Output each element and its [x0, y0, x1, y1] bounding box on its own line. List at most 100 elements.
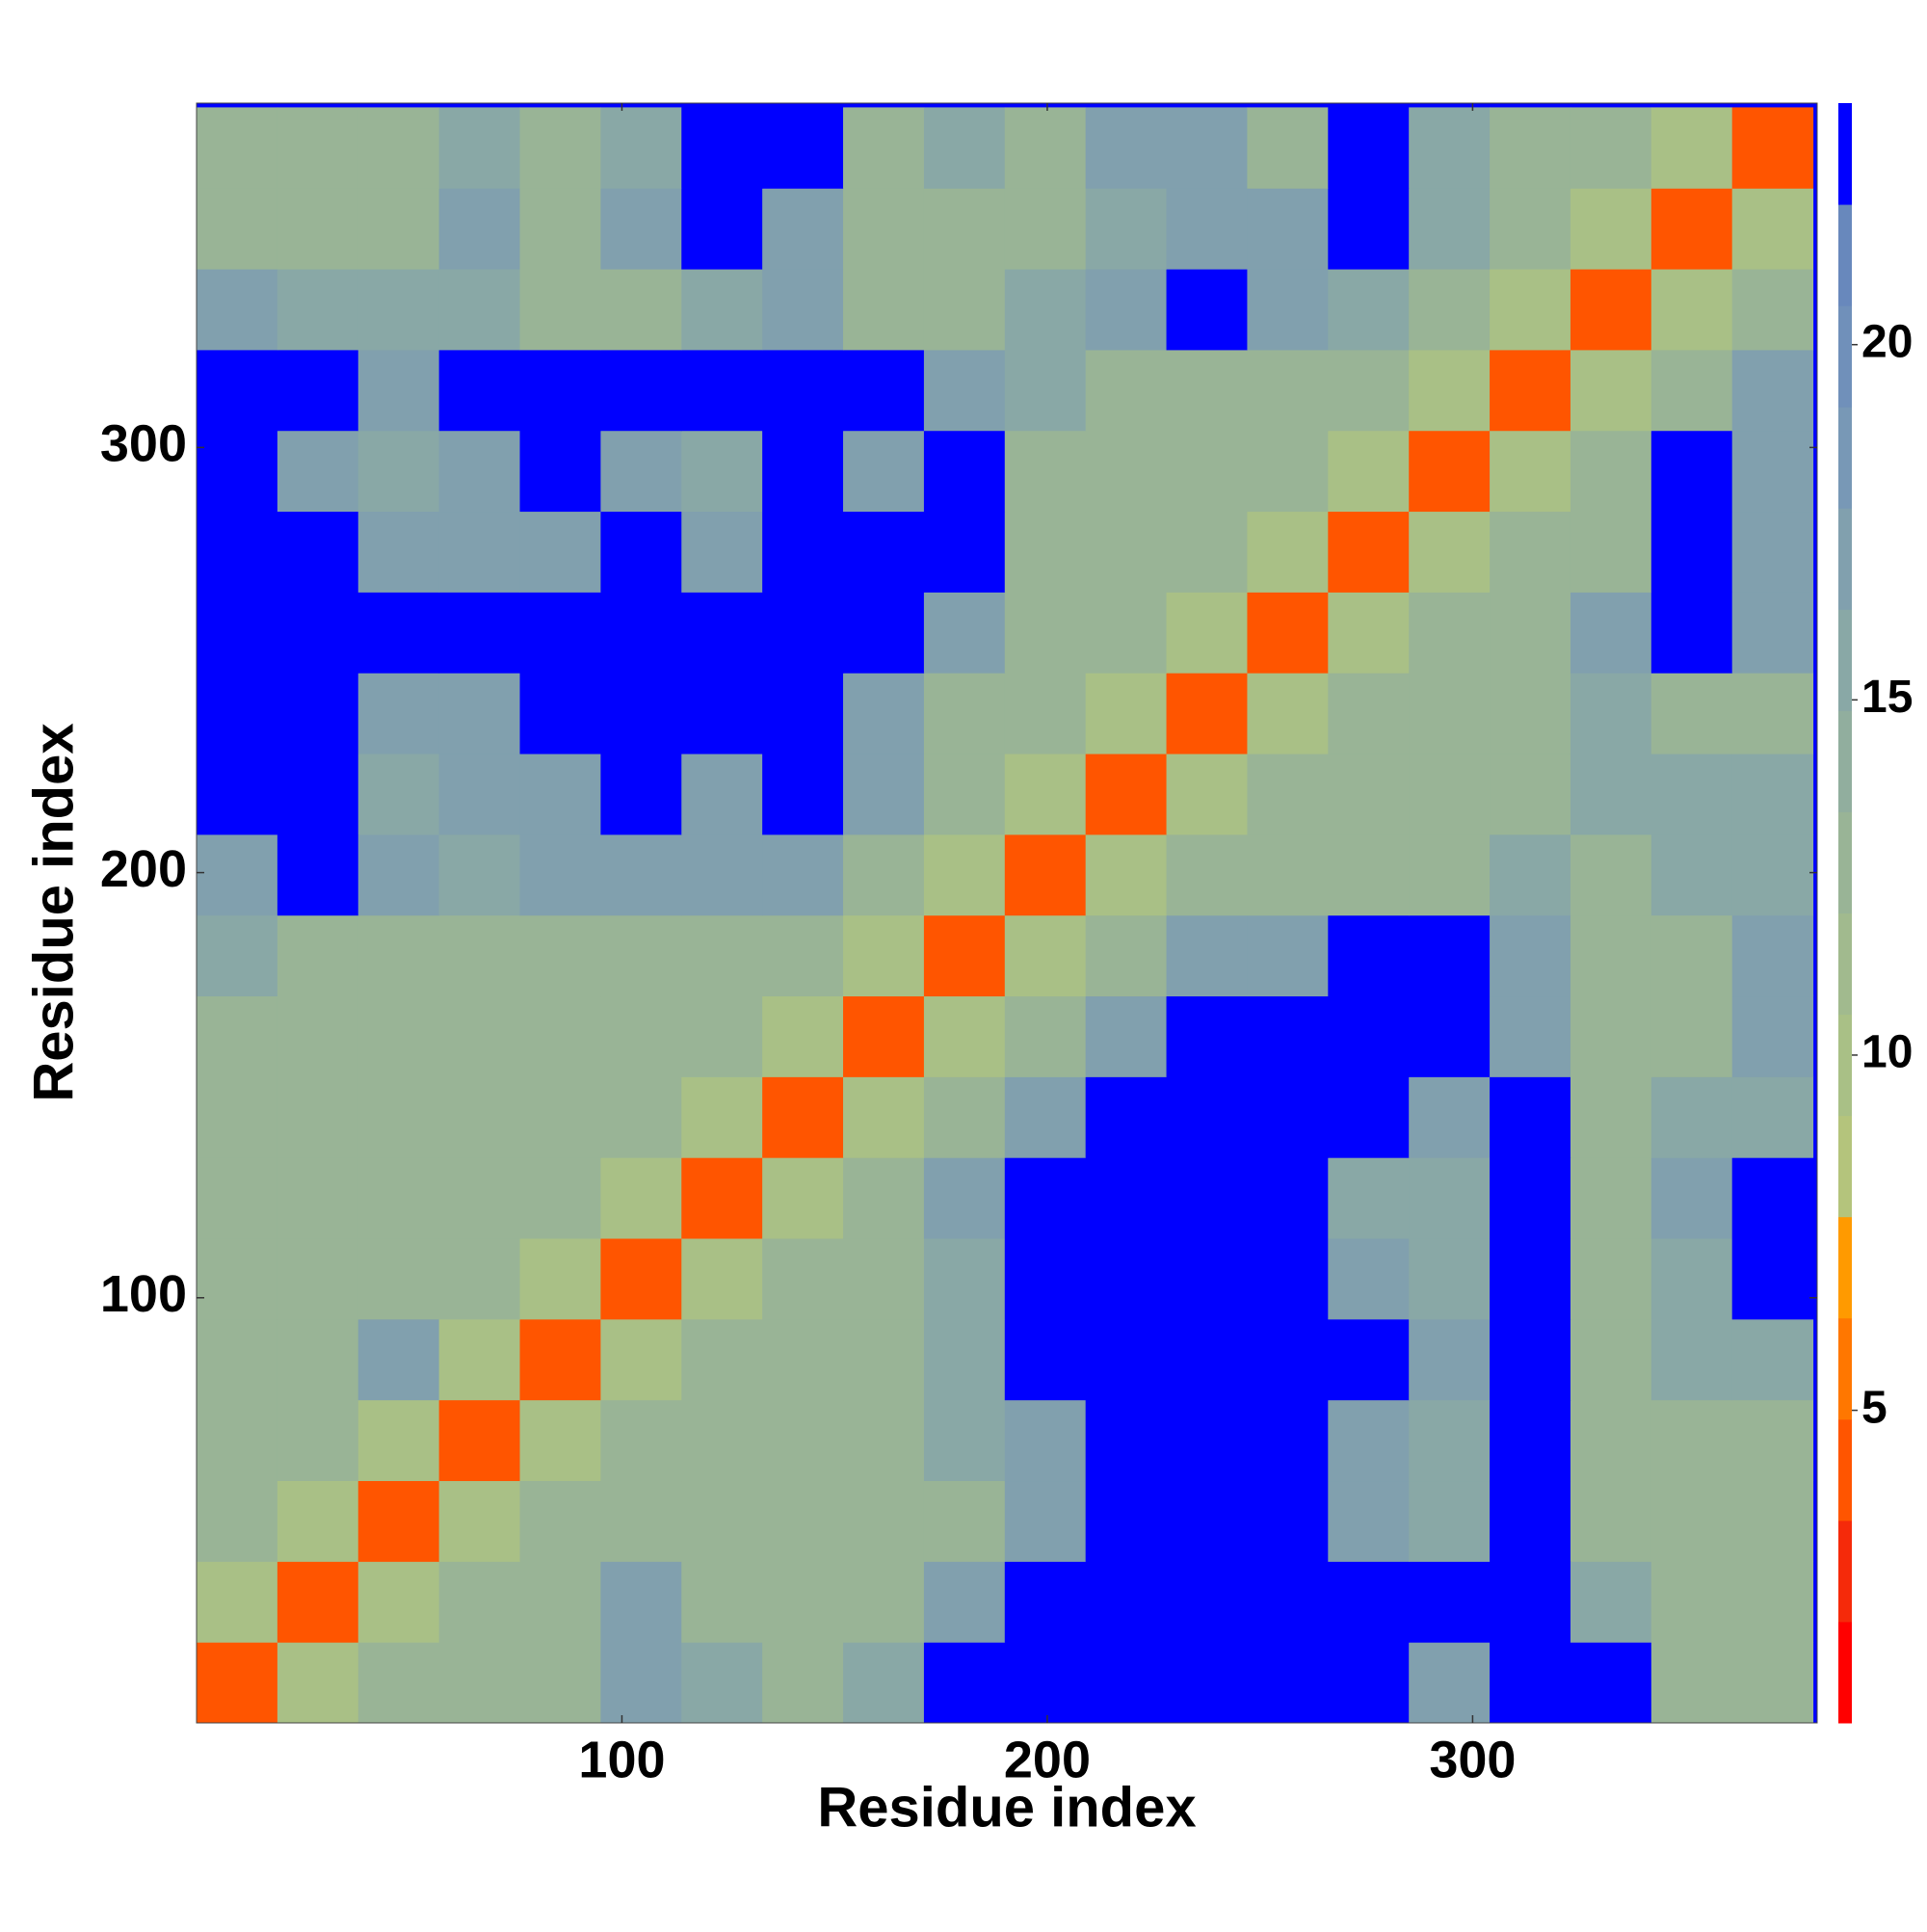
- heatmap-cell: [1490, 673, 1571, 754]
- heatmap-cell: [762, 1157, 844, 1239]
- heatmap-cell: [1004, 754, 1087, 835]
- heatmap-cell: [1490, 1642, 1571, 1724]
- colorbar-band: [1838, 1317, 1852, 1420]
- heatmap-cell: [1570, 188, 1652, 270]
- heatmap-cell: [438, 914, 521, 997]
- heatmap-cell: [1247, 269, 1329, 351]
- heatmap-cell: [1085, 269, 1168, 351]
- heatmap-cell: [1409, 592, 1491, 674]
- heatmap-cell: [1328, 914, 1410, 997]
- heatmap-cell: [519, 673, 601, 754]
- heatmap-cell: [1731, 1561, 1814, 1643]
- heatmap-cell: [1731, 592, 1814, 674]
- heatmap-cell: [357, 1238, 440, 1320]
- heatmap-cell: [197, 188, 278, 270]
- heatmap-cell: [1004, 592, 1087, 674]
- heatmap-cell: [277, 673, 359, 754]
- heatmap-cell: [1409, 1238, 1491, 1320]
- heatmap-cell: [1247, 914, 1329, 997]
- heatmap-cell: [1085, 1561, 1168, 1643]
- heatmap-cell: [1731, 511, 1814, 593]
- heatmap-cell: [357, 188, 440, 270]
- colorbar-tick-label: 5: [1861, 1382, 1887, 1433]
- heatmap-cell: [277, 349, 359, 432]
- heatmap-cell: [843, 1642, 925, 1724]
- heatmap-cell: [1409, 1076, 1491, 1158]
- heatmap-cell: [923, 188, 1006, 270]
- heatmap-cell: [357, 754, 440, 835]
- heatmap-cell: [357, 107, 440, 189]
- heatmap-cell: [197, 914, 278, 997]
- heatmap-cell: [600, 349, 682, 432]
- heatmap-cell: [197, 511, 278, 593]
- heatmap-cell: [681, 754, 763, 835]
- heatmap-cell: [1247, 1642, 1329, 1724]
- heatmap-cell: [762, 914, 844, 997]
- heatmap-cell: [197, 1399, 278, 1482]
- heatmap-cell: [1328, 673, 1410, 754]
- heatmap-cell: [357, 995, 440, 1077]
- heatmap-cell: [357, 673, 440, 754]
- heatmap-cell: [600, 269, 682, 351]
- heatmap-cell: [923, 1318, 1006, 1401]
- heatmap-cell: [681, 834, 763, 916]
- heatmap-cell: [843, 592, 925, 674]
- heatmap-cell: [357, 914, 440, 997]
- colorbar-band: [1838, 913, 1852, 1016]
- heatmap-cell: [1490, 995, 1571, 1077]
- heatmap-cell: [1004, 995, 1087, 1077]
- heatmap-cell: [1731, 1157, 1814, 1239]
- heatmap-cell: [1409, 834, 1491, 916]
- heatmap-cell: [1731, 269, 1814, 351]
- heatmap-cell: [1085, 1157, 1168, 1239]
- heatmap-cell: [1247, 349, 1329, 432]
- heatmap-cell: [1247, 754, 1329, 835]
- heatmap-cell: [277, 107, 359, 189]
- heatmap-cell: [1004, 349, 1087, 432]
- heatmap-cell: [681, 269, 763, 351]
- heatmap-cell: [1490, 1157, 1571, 1239]
- colorbar-band: [1838, 508, 1852, 610]
- heatmap-cell: [438, 754, 521, 835]
- heatmap-cell: [923, 754, 1006, 835]
- heatmap-cell: [1004, 1561, 1087, 1643]
- heatmap-cell: [762, 592, 844, 674]
- heatmap-cell: [438, 107, 521, 189]
- heatmap-cell: [1570, 592, 1652, 674]
- heatmap-cell: [1570, 754, 1652, 835]
- heatmap-cell: [600, 1480, 682, 1562]
- colorbar-band: [1838, 204, 1852, 306]
- heatmap-cell: [1328, 1157, 1410, 1239]
- heatmap-cell: [1731, 834, 1814, 916]
- heatmap-cell: [923, 1238, 1006, 1320]
- heatmap-cell: [1004, 107, 1087, 189]
- heatmap-cell: [277, 1238, 359, 1320]
- heatmap-cell: [1570, 1480, 1652, 1562]
- heatmap-cell: [1166, 914, 1248, 997]
- heatmap-cell: [1570, 1318, 1652, 1401]
- heatmap-cell: [681, 430, 763, 513]
- colorbar-band: [1838, 1115, 1852, 1218]
- colorbar-band: [1838, 1418, 1852, 1522]
- heatmap-cell: [1490, 1318, 1571, 1401]
- heatmap-cell: [843, 1399, 925, 1482]
- heatmap-cell: [1328, 754, 1410, 835]
- heatmap-cell: [1409, 914, 1491, 997]
- heatmap-cell: [1085, 511, 1168, 593]
- colorbar-band: [1838, 305, 1852, 408]
- heatmap-cell: [1570, 1642, 1652, 1724]
- heatmap-cell: [519, 1076, 601, 1158]
- heatmap-cell: [1004, 834, 1087, 916]
- heatmap-cell: [1247, 1157, 1329, 1239]
- heatmap-cell: [923, 673, 1006, 754]
- heatmap-cell: [843, 269, 925, 351]
- heatmap-cell: [1570, 1157, 1652, 1239]
- heatmap-cell: [681, 1238, 763, 1320]
- heatmap-cell: [762, 1561, 844, 1643]
- heatmap-cell: [600, 1157, 682, 1239]
- heatmap-cell: [277, 269, 359, 351]
- heatmap-cell: [1085, 754, 1168, 835]
- heatmap-cell: [519, 107, 601, 189]
- heatmap-cell: [1409, 349, 1491, 432]
- heatmap-cell: [1247, 673, 1329, 754]
